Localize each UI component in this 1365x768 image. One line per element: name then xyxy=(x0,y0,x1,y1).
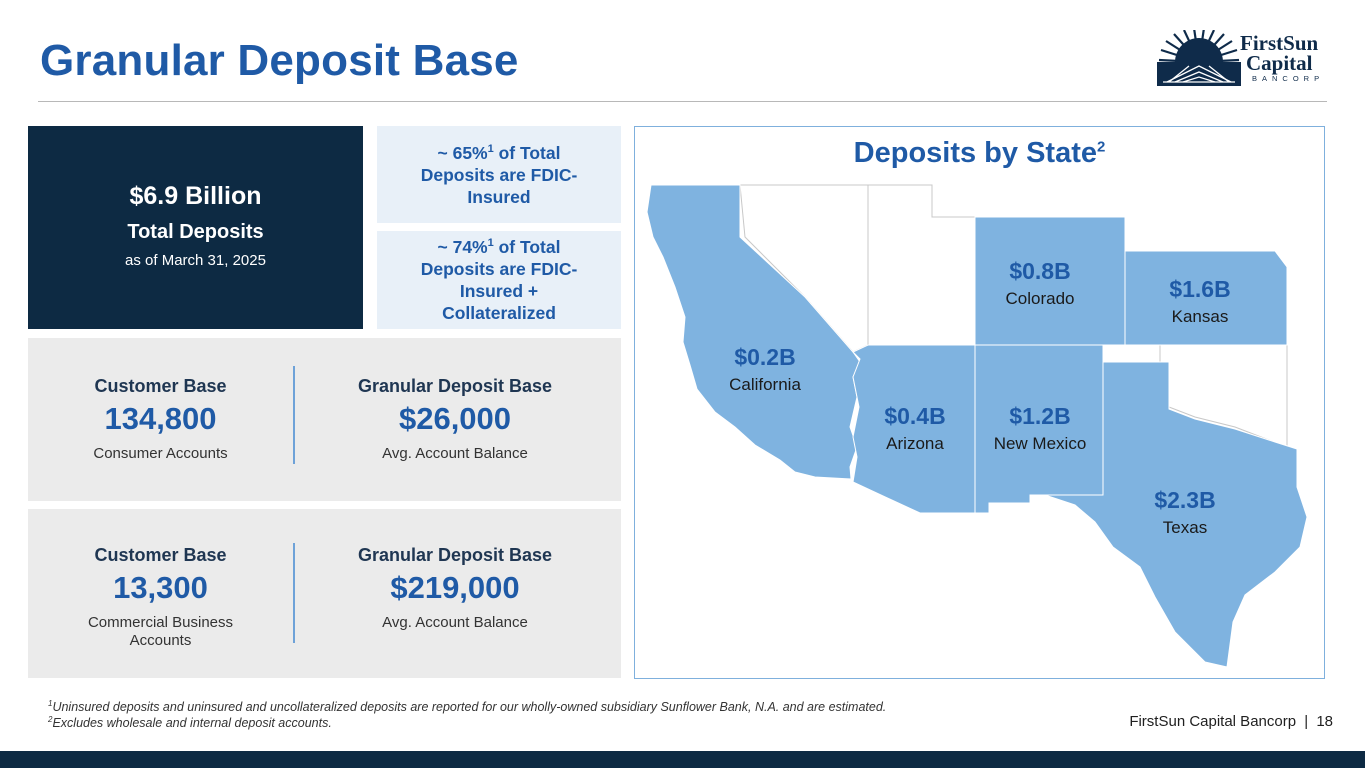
fdic-collateralized-card: ~ 74%1 of Total Deposits are FDIC-Insure… xyxy=(377,231,621,329)
title-divider xyxy=(38,101,1327,102)
state-amount: $0.2B xyxy=(734,344,796,370)
consumer-stats-card: Customer Base 134,800 Consumer Accounts … xyxy=(28,338,621,501)
commercial-customer-base: Customer Base 13,300 Commercial Business… xyxy=(28,545,293,650)
stat-heading: Customer Base xyxy=(94,376,227,396)
total-deposits-date: as of March 31, 2025 xyxy=(125,252,266,269)
state-label-new-mexico: $1.2B New Mexico xyxy=(980,403,1100,454)
fdic-insured-percent: ~ 65% xyxy=(437,142,488,163)
footnote-ref-2: 2 xyxy=(1097,138,1106,156)
state-amount: $1.2B xyxy=(1009,403,1071,429)
consumer-customer-base: Customer Base 134,800 Consumer Accounts xyxy=(28,376,293,463)
california-shape xyxy=(646,184,861,480)
state-name: Texas xyxy=(1162,518,1208,537)
state-amount: $1.6B xyxy=(1169,276,1231,302)
stat-value: $26,000 xyxy=(398,401,512,436)
commercial-granular-base: Granular Deposit Base $219,000 Avg. Acco… xyxy=(305,545,605,632)
stat-heading: Customer Base xyxy=(94,545,227,565)
state-label-colorado: $0.8B Colorado xyxy=(985,258,1095,309)
state-name: California xyxy=(729,375,801,394)
utah-shape xyxy=(867,184,976,346)
logo-line-3: BANCORP xyxy=(1252,74,1325,83)
stat-value: $219,000 xyxy=(390,570,520,605)
deposits-by-state-panel: Deposits by State2 $0.2B California $0.8… xyxy=(634,126,1325,679)
fdic-collateralized-percent: ~ 74% xyxy=(437,237,488,257)
total-deposits-card: $6.9 Billion Total Deposits as of March … xyxy=(28,126,363,329)
stat-value: 13,300 xyxy=(113,570,208,605)
total-deposits-amount: $6.9 Billion xyxy=(129,182,262,210)
state-amount: $0.8B xyxy=(1009,258,1071,284)
state-label-kansas: $1.6B Kansas xyxy=(1145,276,1255,327)
texas-shape xyxy=(1030,361,1308,668)
stat-subtitle: Avg. Account Balance xyxy=(382,445,528,462)
footnote-1: 1Uninsured deposits and uninsured and un… xyxy=(48,698,887,714)
state-amount: $0.4B xyxy=(884,403,946,429)
firstsun-logo-icon xyxy=(1157,30,1241,86)
stat-divider xyxy=(293,543,295,643)
state-label-california: $0.2B California xyxy=(705,344,825,395)
stat-heading: Granular Deposit Base xyxy=(357,376,553,396)
footnote-ref-1: 1 xyxy=(487,142,494,155)
state-label-texas: $2.3B Texas xyxy=(1125,487,1245,538)
page-footer: FirstSun Capital Bancorp | 18 xyxy=(1129,713,1333,730)
footer-separator: | xyxy=(1304,713,1309,730)
stat-subtitle: Avg. Account Balance xyxy=(382,614,528,631)
logo-wordmark: FirstSun Capital BANCORP xyxy=(1240,33,1324,85)
page-number: 18 xyxy=(1316,713,1333,730)
total-deposits-label: Total Deposits xyxy=(127,221,264,243)
state-map xyxy=(646,184,1308,668)
state-name: New Mexico xyxy=(993,434,1087,453)
commercial-stats-card: Customer Base 13,300 Commercial Business… xyxy=(28,509,621,678)
footnotes: 1Uninsured deposits and uninsured and un… xyxy=(48,699,886,731)
stat-subtitle: Consumer Accounts xyxy=(93,445,228,462)
state-name: Arizona xyxy=(886,434,944,453)
map-title: Deposits by State2 xyxy=(853,137,1106,169)
kansas-shape xyxy=(1124,250,1288,346)
state-name: Kansas xyxy=(1171,307,1229,326)
fdic-insured-text: of Total Deposits are FDIC-Insured xyxy=(420,142,578,207)
state-name: Colorado xyxy=(1005,289,1075,308)
stat-heading: Granular Deposit Base xyxy=(357,545,553,565)
logo-line-1: FirstSun xyxy=(1240,31,1319,55)
stat-divider xyxy=(293,366,295,464)
fdic-collateralized-text: of Total Deposits are FDIC-Insured + Col… xyxy=(420,237,578,323)
stat-subtitle: Commercial Business Accounts xyxy=(87,614,234,649)
footnote-2: 2Excludes wholesale and internal deposit… xyxy=(48,714,332,730)
stat-value: 134,800 xyxy=(104,401,217,436)
logo-line-2: Capital xyxy=(1246,51,1313,75)
consumer-granular-base: Granular Deposit Base $26,000 Avg. Accou… xyxy=(305,376,605,463)
page-title: Granular Deposit Base xyxy=(40,36,519,85)
bottom-bar xyxy=(0,751,1365,768)
state-label-arizona: $0.4B Arizona xyxy=(860,403,970,454)
fdic-insured-card: ~ 65%1 of Total Deposits are FDIC-Insure… xyxy=(377,126,621,223)
footnote-ref-1: 1 xyxy=(487,237,494,250)
footer-company: FirstSun Capital Bancorp xyxy=(1129,713,1297,730)
state-amount: $2.3B xyxy=(1154,487,1216,513)
